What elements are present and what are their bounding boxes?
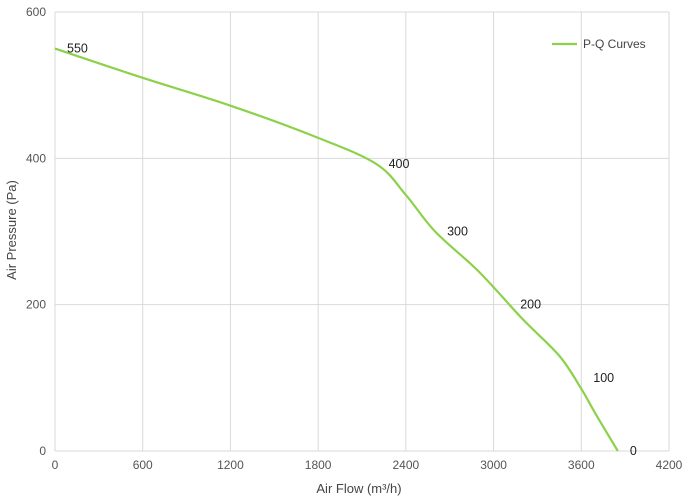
data-label: 400 (389, 157, 410, 171)
x-tick-label: 1800 (305, 458, 332, 472)
pq-curve-line (54, 47, 619, 452)
x-tick-label: 600 (133, 458, 153, 472)
x-tick-label: 3000 (480, 458, 507, 472)
x-tick-label: 4200 (656, 458, 683, 472)
data-label: 300 (447, 225, 468, 239)
series-layer (54, 47, 619, 452)
x-tick-label: 1200 (217, 458, 244, 472)
y-tick-label: 600 (26, 5, 46, 19)
x-tick-label: 3600 (568, 458, 595, 472)
x-tick-label: 2400 (393, 458, 420, 472)
x-tick-label: 0 (52, 458, 59, 472)
y-tick-label: 0 (39, 444, 46, 458)
y-tick-label: 200 (26, 298, 46, 312)
y-tick-label: 400 (26, 151, 46, 165)
grid (54, 11, 670, 452)
legend-label: P-Q Curves (583, 37, 646, 51)
x-axis-title: Air Flow (m³/h) (316, 481, 401, 496)
data-label: 200 (520, 298, 541, 312)
y-axis-title: Air Pressure (Pa) (4, 180, 19, 280)
data-label: 550 (67, 42, 88, 56)
data-label: 100 (593, 371, 614, 385)
legend: P-Q Curves (552, 37, 646, 51)
data-label: 0 (630, 444, 637, 458)
point-labels: 550 400 300 200 100 0 (67, 42, 637, 458)
